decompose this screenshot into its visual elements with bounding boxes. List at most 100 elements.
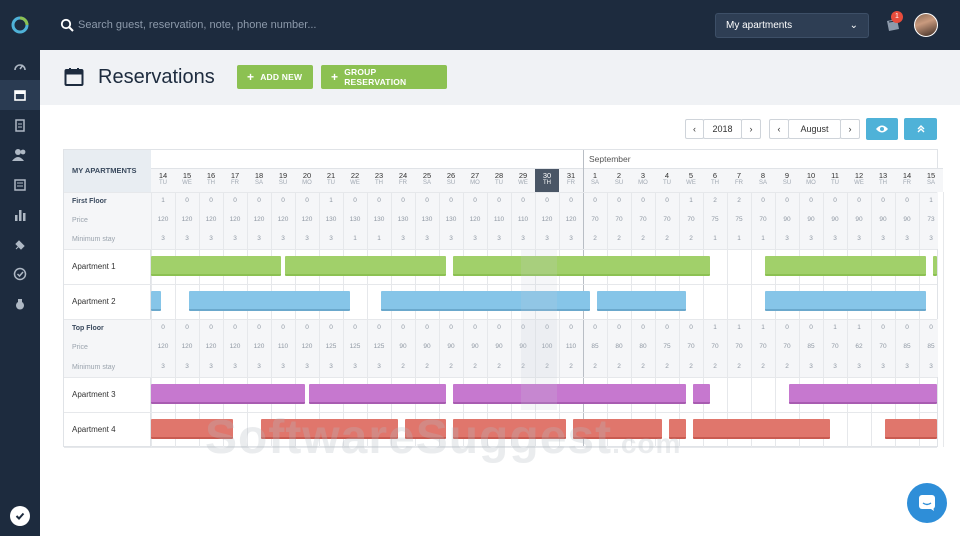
checkmark-status-icon[interactable]: [10, 506, 30, 526]
day-header-cell[interactable]: 15 WE: [175, 168, 199, 192]
cell-value[interactable]: 0: [257, 324, 261, 331]
cell-value[interactable]: 2: [497, 362, 501, 370]
cell-value[interactable]: 120: [469, 216, 481, 223]
reservation-bar[interactable]: [453, 256, 711, 276]
cell-value[interactable]: 0: [665, 324, 669, 331]
cell-value[interactable]: 110: [493, 216, 505, 223]
cell-value[interactable]: 90: [399, 343, 407, 350]
cell-value[interactable]: 120: [205, 216, 217, 223]
cell-value[interactable]: 80: [615, 343, 623, 350]
cell-value[interactable]: 0: [473, 324, 477, 331]
cell-value[interactable]: 120: [301, 343, 313, 350]
reservation-bar[interactable]: [765, 291, 927, 311]
day-header-cell[interactable]: 9 SU: [775, 168, 799, 192]
cell-value[interactable]: 0: [689, 324, 693, 331]
cell-value[interactable]: 2: [665, 235, 669, 242]
view-toggle-button[interactable]: [866, 118, 898, 140]
cell-value[interactable]: 0: [185, 324, 189, 331]
cell-value[interactable]: 0: [401, 324, 405, 331]
cell-value[interactable]: 0: [185, 197, 189, 204]
cell-value[interactable]: 2: [449, 362, 453, 370]
cell-value[interactable]: 0: [329, 324, 333, 331]
cell-value[interactable]: 3: [809, 362, 813, 370]
cell-value[interactable]: 110: [565, 343, 577, 350]
cell-value[interactable]: 0: [353, 324, 357, 331]
cell-value[interactable]: 1: [689, 197, 693, 204]
day-header-cell[interactable]: 14 FR: [895, 168, 919, 192]
cell-value[interactable]: 90: [471, 343, 479, 350]
cell-value[interactable]: 3: [305, 235, 309, 242]
cell-value[interactable]: 1: [329, 197, 333, 204]
cell-value[interactable]: 0: [617, 197, 621, 204]
cell-value[interactable]: 3: [305, 362, 309, 370]
cell-value[interactable]: 130: [421, 216, 433, 223]
cell-value[interactable]: 0: [305, 324, 309, 331]
day-header-cell[interactable]: 22 WE: [343, 168, 367, 192]
day-header-cell[interactable]: 1 SA: [583, 168, 607, 192]
cell-value[interactable]: 120: [253, 216, 265, 223]
cell-value[interactable]: 2: [521, 362, 525, 370]
cell-value[interactable]: 0: [425, 197, 429, 204]
cell-value[interactable]: 90: [903, 216, 911, 223]
cell-value[interactable]: 75: [663, 343, 671, 350]
cell-value[interactable]: 3: [857, 362, 861, 370]
cell-value[interactable]: 2: [761, 362, 765, 370]
cell-value[interactable]: 1: [833, 324, 837, 331]
cell-value[interactable]: 70: [783, 343, 791, 350]
cell-value[interactable]: 1: [761, 324, 765, 331]
day-header-cell[interactable]: 16 TH: [199, 168, 223, 192]
cell-value[interactable]: 85: [927, 343, 935, 350]
reservation-bar[interactable]: [261, 419, 399, 439]
cell-value[interactable]: 3: [281, 362, 285, 370]
reservation-bar[interactable]: [189, 291, 351, 311]
cell-value[interactable]: 3: [521, 235, 525, 242]
cell-value[interactable]: 130: [445, 216, 457, 223]
cell-value[interactable]: 3: [881, 362, 885, 370]
cell-value[interactable]: 120: [229, 343, 241, 350]
cell-value[interactable]: 0: [905, 197, 909, 204]
day-header-cell[interactable]: 20 MO: [295, 168, 319, 192]
day-header-cell[interactable]: 3 MO: [631, 168, 655, 192]
reservation-bar[interactable]: [151, 256, 281, 276]
cell-value[interactable]: 2: [713, 197, 717, 204]
day-header-cell[interactable]: 14 TU: [151, 168, 175, 192]
invoices-icon[interactable]: [12, 177, 28, 193]
guests-icon[interactable]: [12, 147, 28, 163]
cell-value[interactable]: 3: [905, 362, 909, 370]
reservation-bar[interactable]: [151, 384, 305, 404]
cell-value[interactable]: 0: [521, 324, 525, 331]
cell-value[interactable]: 3: [209, 235, 213, 242]
cell-value[interactable]: 0: [785, 197, 789, 204]
cell-value[interactable]: 3: [257, 362, 261, 370]
cell-value[interactable]: 2: [545, 362, 549, 370]
cell-value[interactable]: 120: [253, 343, 265, 350]
cell-value[interactable]: 0: [377, 324, 381, 331]
cell-value[interactable]: 3: [833, 362, 837, 370]
cell-value[interactable]: 85: [807, 343, 815, 350]
cell-value[interactable]: 3: [377, 362, 381, 370]
cell-value[interactable]: 3: [833, 235, 837, 242]
dashboard-icon[interactable]: [12, 58, 28, 74]
next-month-button[interactable]: ›: [840, 119, 860, 139]
cell-value[interactable]: 0: [497, 324, 501, 331]
apartment-label[interactable]: Apartment 4: [72, 425, 116, 434]
apartment-label[interactable]: Apartment 2: [72, 297, 116, 306]
cell-value[interactable]: 90: [855, 216, 863, 223]
day-header-cell[interactable]: 12 WE: [847, 168, 871, 192]
day-header-cell[interactable]: 7 FR: [727, 168, 751, 192]
reservation-bar[interactable]: [151, 291, 161, 311]
cell-value[interactable]: 1: [713, 324, 717, 331]
day-header-cell[interactable]: 17 FR: [223, 168, 247, 192]
cell-value[interactable]: 120: [157, 216, 169, 223]
cell-value[interactable]: 0: [281, 324, 285, 331]
cell-value[interactable]: 130: [397, 216, 409, 223]
reservation-bar[interactable]: [453, 419, 567, 439]
cell-value[interactable]: 3: [809, 235, 813, 242]
cell-value[interactable]: 1: [737, 235, 741, 242]
cell-value[interactable]: 120: [277, 216, 289, 223]
cell-value[interactable]: 1: [353, 235, 357, 242]
cell-value[interactable]: 2: [641, 362, 645, 370]
day-header-cell[interactable]: 2 SU: [607, 168, 631, 192]
cell-value[interactable]: 73: [927, 216, 935, 223]
cell-value[interactable]: 0: [305, 197, 309, 204]
